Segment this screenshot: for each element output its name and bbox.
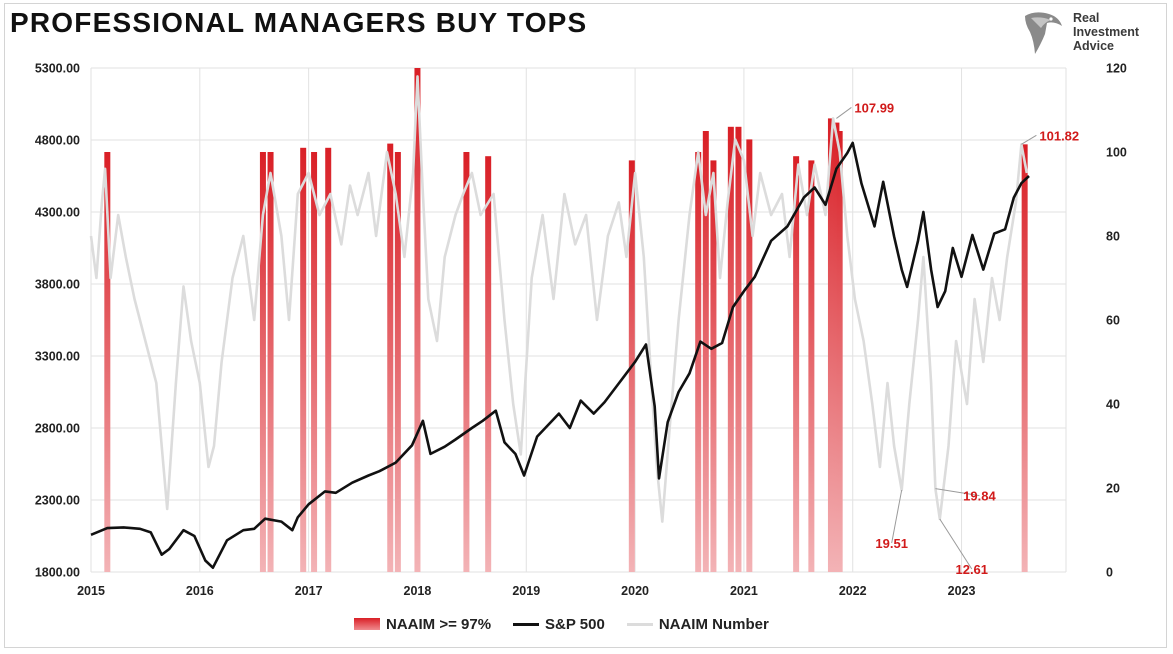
right-axis-tick-label: 20 (1106, 482, 1120, 496)
logo-text-real: Real (1073, 11, 1100, 25)
x-axis-tick-label: 2015 (77, 584, 105, 598)
legend-item-naaim-number: NAAIM Number (626, 615, 769, 633)
x-axis-tick-label: 2021 (730, 584, 758, 598)
annotation-label: 12.61 (955, 562, 988, 577)
naaim-97-spike (746, 139, 753, 572)
naaim-97-spike (267, 152, 274, 572)
legend-label: S&P 500 (545, 615, 605, 633)
legend-swatch-area (354, 618, 380, 630)
naaim-97-spike (414, 68, 421, 572)
naaim-97-spike (727, 126, 734, 573)
naaim-number-line (89, 75, 1029, 523)
annotation-leader (891, 489, 903, 544)
left-axis-tick-label: 4800.00 (35, 134, 80, 148)
legend-swatch-black-line (513, 622, 540, 626)
right-axis-tick-label: 60 (1106, 314, 1120, 328)
annotations: 107.99 101.82 19.51 19.84 12.61 (836, 100, 1079, 577)
annotation-leader (935, 488, 980, 497)
right-axis-tick-label: 0 (1106, 566, 1113, 580)
naaim-97-spike (485, 156, 492, 572)
annotation-label: 19.84 (963, 489, 996, 504)
sp500-line (90, 141, 1030, 570)
left-axis-tick-label: 1800.00 (35, 566, 80, 580)
naaim-97-spike (463, 152, 470, 572)
annotation-leader (939, 518, 973, 570)
naaim-97-spike (104, 152, 111, 572)
right-axis-tick-label: 100 (1106, 146, 1127, 160)
annotation-leader (1021, 134, 1037, 145)
left-axis-tick-label: 2800.00 (35, 422, 80, 436)
naaim-97-spike (300, 147, 307, 573)
x-axis-tick-label: 2016 (186, 584, 214, 598)
naaim-97-spike (695, 152, 702, 572)
naaim-97-spike (387, 143, 394, 572)
x-axis-tick-label: 2023 (948, 584, 976, 598)
right-axis-tick-label: 40 (1106, 398, 1120, 412)
naaim-97-spike (808, 160, 815, 572)
legend-label: NAAIM >= 97% (386, 615, 492, 633)
naaim-97-spike (827, 118, 834, 573)
x-axis-tick-label: 2018 (404, 584, 432, 598)
logo-text-investment: Investment (1073, 25, 1139, 39)
left-axis-tick-label: 3800.00 (35, 278, 80, 292)
left-axis-tick-label: 4300.00 (35, 206, 80, 220)
legend-label: NAAIM Number (658, 615, 769, 633)
right-axis-tick-label: 120 (1106, 62, 1127, 76)
naaim-97-spike (1021, 144, 1028, 572)
annotation-label: 19.51 (875, 536, 908, 551)
left-axis-tick-label: 2300.00 (35, 494, 80, 508)
naaim-97-spike (735, 126, 742, 573)
logo-text-advice: Advice (1073, 39, 1114, 53)
naaim-97-spike (702, 131, 709, 572)
gridlines (90, 67, 1067, 573)
naaim-97-spike (793, 156, 800, 572)
x-axis-tick-label: 2017 (295, 584, 323, 598)
real-investment-advice-logo: Real Investment Advice (1021, 10, 1161, 58)
legend: NAAIM >= 97% S&P 500 NAAIM Number (354, 614, 791, 634)
annotation-leader (836, 107, 852, 119)
annotation-label: 101.82 (1039, 128, 1079, 143)
naaim-97-spike (259, 152, 266, 572)
legend-item-sp500: S&P 500 (513, 616, 605, 633)
left-axis-tick-label: 3300.00 (35, 350, 80, 364)
chart-title: PROFESSIONAL MANAGERS BUY TOPS (10, 7, 588, 38)
eagle-logo-icon (1025, 12, 1062, 54)
naaim-97-spike (833, 122, 840, 572)
x-axis-tick-label: 2022 (839, 584, 867, 598)
naaim-97-spike (710, 160, 717, 572)
legend-swatch-grey-line (626, 622, 653, 626)
x-axis-tick-label: 2020 (621, 584, 649, 598)
naaim-97-series (104, 68, 1028, 573)
naaim-97-spike (325, 147, 332, 573)
annotation-label: 107.99 (854, 100, 894, 115)
line-series (89, 75, 1030, 570)
naaim-97-spike (394, 152, 401, 572)
axis-tick-labels: 5300.00 4800.00 4300.00 3800.00 3300.00 2800.… (35, 62, 1127, 599)
x-axis-tick-label: 2019 (512, 584, 540, 598)
naaim-97-spike (311, 152, 318, 572)
legend-item-naaim-97: NAAIM >= 97% (354, 616, 491, 633)
left-axis-tick-label: 5300.00 (35, 62, 80, 76)
naaim-97-spike (836, 131, 843, 572)
right-axis-tick-label: 80 (1106, 230, 1120, 244)
